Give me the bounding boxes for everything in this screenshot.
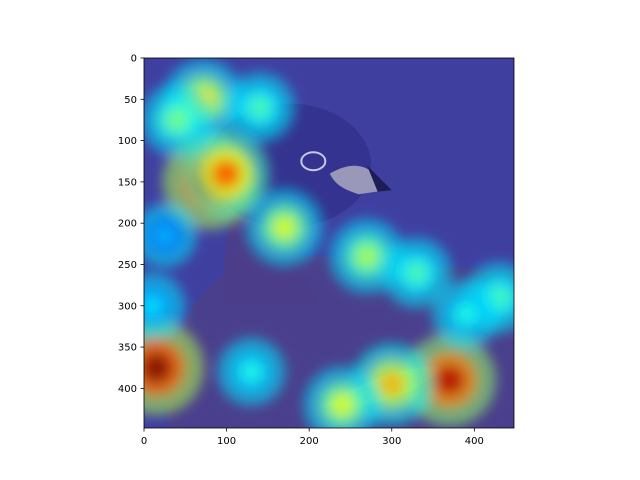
heat-core-7: [355, 244, 379, 268]
heat-core-11: [330, 392, 355, 417]
x-tick-label-100: 100: [217, 436, 236, 447]
heat-core-10: [379, 371, 405, 397]
heat-core-4: [248, 96, 271, 119]
y-tick-label-300: 300: [118, 301, 137, 312]
heat-core-13: [455, 303, 477, 325]
y-tick-label-350: 350: [118, 343, 137, 354]
y-tick-label-50: 50: [124, 95, 137, 106]
x-axis: 0 100 200 300 400: [141, 428, 484, 447]
y-axis: 0 50 100 150 200 250 300 350 400: [118, 54, 144, 395]
y-tick-label-250: 250: [118, 260, 137, 271]
heat-core-14: [240, 361, 262, 383]
y-tick-label-200: 200: [118, 219, 137, 230]
heat-core-6: [141, 352, 172, 383]
heat-core-9: [435, 365, 465, 395]
x-tick-label-0: 0: [141, 436, 147, 447]
y-tick-label-100: 100: [118, 136, 137, 147]
y-tick-label-400: 400: [118, 384, 137, 395]
heat-core-15: [142, 295, 163, 316]
y-tick-label-0: 0: [131, 54, 137, 65]
heat-core-3: [165, 108, 188, 131]
x-tick-label-300: 300: [382, 436, 401, 447]
y-tick-label-150: 150: [118, 177, 137, 188]
heat-core-8: [405, 261, 428, 284]
x-tick-label-200: 200: [300, 436, 319, 447]
heat-core-1: [213, 160, 241, 188]
heat-core-5: [272, 215, 297, 240]
heat-core-16: [154, 225, 175, 246]
plot-area: [109, 58, 535, 444]
x-tick-label-400: 400: [465, 436, 484, 447]
